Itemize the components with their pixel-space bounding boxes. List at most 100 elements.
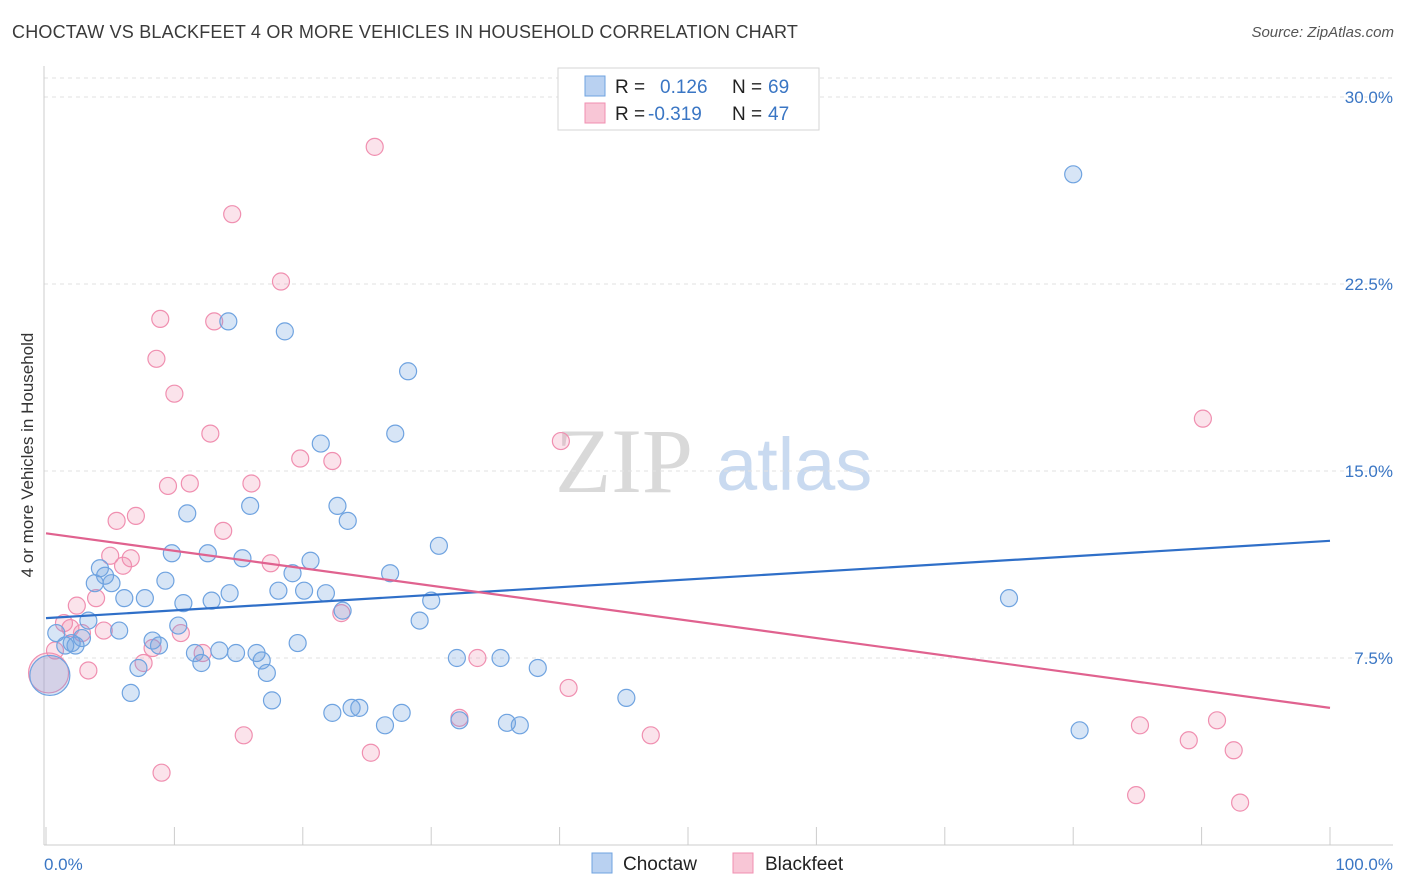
choctaw-point bbox=[375, 716, 395, 735]
blackfeet-point bbox=[551, 431, 570, 451]
choctaw-point bbox=[999, 589, 1019, 608]
choctaw-point bbox=[192, 653, 211, 673]
choctaw-point bbox=[510, 716, 529, 735]
blackfeet-point bbox=[107, 511, 126, 530]
blackfeet-point bbox=[468, 648, 487, 668]
choctaw-point bbox=[115, 589, 134, 608]
blackfeet-point bbox=[134, 653, 153, 673]
choctaw-point bbox=[149, 636, 169, 655]
blackfeet-point bbox=[27, 652, 70, 694]
bottom-legend-label-choctaw: Choctaw bbox=[623, 854, 697, 875]
choctaw-point bbox=[162, 544, 181, 563]
choctaw-point bbox=[398, 362, 418, 381]
y-tick-labels: 7.5% 15.0% 22.5% 30.0% bbox=[1345, 88, 1393, 668]
blackfeet-point bbox=[1130, 716, 1150, 735]
blackfeet-point bbox=[1193, 409, 1212, 428]
legend-n-label-blackfeet: N = bbox=[732, 104, 762, 125]
blackfeet-point bbox=[291, 449, 310, 468]
choctaw-point bbox=[210, 641, 229, 660]
choctaw-point bbox=[121, 683, 140, 703]
choctaw-point bbox=[95, 566, 115, 585]
blackfeet-point bbox=[1224, 741, 1243, 760]
choctaw-point bbox=[269, 581, 288, 600]
choctaw-point bbox=[450, 711, 469, 730]
choctaw-point bbox=[129, 658, 148, 678]
choctaw-point bbox=[29, 654, 71, 697]
choctaw-point bbox=[262, 691, 282, 710]
blackfeet-point bbox=[1179, 731, 1198, 750]
choctaw-point bbox=[110, 621, 129, 640]
choctaw-point bbox=[410, 611, 429, 630]
choctaw-point bbox=[342, 698, 361, 717]
blackfeet-point bbox=[86, 589, 106, 608]
choctaw-point bbox=[316, 584, 336, 603]
blackfeet-point bbox=[113, 556, 133, 575]
bottom-legend-swatch-choctaw bbox=[591, 852, 613, 874]
chart-title: CHOCTAW VS BLACKFEET 4 OR MORE VEHICLES … bbox=[12, 22, 799, 42]
choctaw-point bbox=[617, 688, 636, 707]
legend-r-value-blackfeet: -0.319 bbox=[648, 104, 702, 125]
choctaw-point bbox=[333, 601, 352, 620]
y-tick-label: 15.0% bbox=[1345, 462, 1393, 481]
gridlines bbox=[44, 77, 1393, 659]
blackfeet-point bbox=[61, 618, 80, 638]
choctaw-trendline bbox=[45, 539, 1331, 620]
legend-swatch-blackfeet bbox=[584, 102, 606, 124]
choctaw-point bbox=[386, 424, 405, 443]
bottom-legend-swatch-blackfeet bbox=[732, 852, 754, 874]
series-legend: Choctaw Blackfeet bbox=[591, 852, 844, 875]
choctaw-point bbox=[135, 589, 154, 608]
choctaw-point bbox=[1070, 721, 1089, 740]
choctaw-point bbox=[219, 312, 238, 331]
watermark-atlas: atlas bbox=[716, 423, 872, 506]
blackfeet-point bbox=[152, 763, 171, 782]
choctaw-point bbox=[241, 496, 260, 516]
choctaw-point bbox=[301, 551, 320, 570]
blackfeet-point bbox=[214, 521, 233, 540]
legend-n-value-choctaw: 69 bbox=[768, 77, 789, 98]
choctaw-point bbox=[275, 322, 294, 341]
x-tick-label-min: 0.0% bbox=[44, 855, 83, 874]
choctaw-point bbox=[257, 663, 276, 683]
y-tick-label: 22.5% bbox=[1345, 275, 1393, 294]
blackfeet-point bbox=[641, 726, 660, 745]
blackfeet-point bbox=[126, 506, 145, 525]
source-credit: Source: ZipAtlas.com bbox=[1251, 24, 1394, 41]
correlation-legend: R = 0.126 N = 69 R = -0.319 N = 47 bbox=[557, 67, 820, 131]
blackfeet-point bbox=[79, 661, 98, 680]
x-tick-label-max: 100.0% bbox=[1335, 855, 1393, 874]
blackfeet-point bbox=[361, 743, 380, 762]
blackfeet-point bbox=[234, 726, 253, 745]
blackfeet-point bbox=[559, 678, 578, 698]
blackfeet-point bbox=[158, 476, 178, 496]
choctaw-point bbox=[422, 591, 441, 610]
choctaw-point bbox=[491, 648, 510, 668]
choctaw-point bbox=[72, 628, 92, 648]
blackfeet-point bbox=[180, 474, 199, 493]
blackfeet-point bbox=[1231, 793, 1250, 812]
blackfeet-point bbox=[171, 623, 190, 643]
blackfeet-point bbox=[201, 424, 220, 443]
blackfeet-point bbox=[271, 272, 291, 291]
choctaw-point bbox=[350, 698, 369, 717]
choctaw-point bbox=[198, 544, 217, 563]
choctaw-point bbox=[156, 571, 175, 590]
blackfeet-point bbox=[365, 137, 384, 156]
choctaw-point bbox=[1064, 165, 1083, 184]
choctaw-point bbox=[185, 643, 205, 663]
blackfeet-point bbox=[147, 349, 166, 368]
legend-swatch-choctaw bbox=[584, 75, 606, 97]
choctaw-point bbox=[328, 496, 347, 516]
choctaw-point bbox=[528, 658, 547, 678]
blackfeet-points bbox=[27, 137, 1250, 812]
choctaw-point bbox=[447, 648, 466, 668]
choctaw-point bbox=[311, 434, 330, 453]
choctaw-point bbox=[202, 591, 221, 610]
blackfeet-point bbox=[323, 451, 342, 471]
legend-r-label-choctaw: R = bbox=[615, 77, 645, 98]
choctaw-point bbox=[174, 594, 193, 613]
choctaw-point bbox=[429, 536, 449, 555]
y-tick-label: 7.5% bbox=[1354, 649, 1393, 668]
choctaw-point bbox=[283, 564, 302, 583]
